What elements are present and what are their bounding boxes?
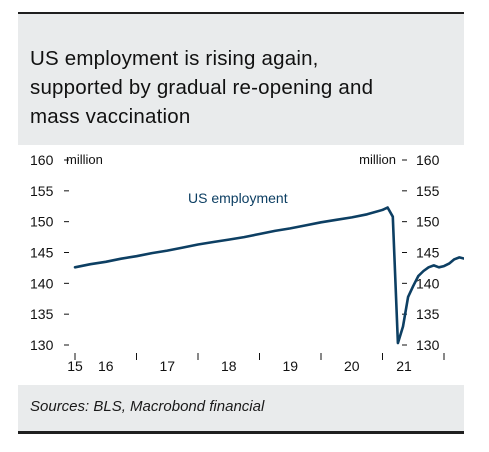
series-label: US employment bbox=[188, 190, 288, 206]
y-tick-label-right-140: 140 bbox=[416, 275, 440, 291]
series-line-us-employment bbox=[73, 206, 464, 345]
top-rule bbox=[18, 12, 464, 14]
bottom-rule bbox=[18, 431, 464, 434]
x-tick-label-16: 16 bbox=[98, 358, 114, 374]
source-note: Sources: BLS, Macrobond financial bbox=[30, 398, 265, 415]
title-line-3: mass vaccination bbox=[30, 105, 191, 128]
title-line-2: supported by gradual re-opening and bbox=[30, 76, 374, 99]
employment-chart: million million 130 130 135 135 140 140 145 145 15… bbox=[30, 152, 464, 374]
left-unit-label: million bbox=[66, 152, 103, 167]
right-unit-label: million bbox=[359, 152, 396, 167]
chart-area: million million 130 130 135 135 140 140 145 145 15… bbox=[18, 145, 464, 385]
y-tick-label-right-135: 135 bbox=[416, 306, 440, 322]
x-tick-label-20: 20 bbox=[344, 358, 360, 374]
x-tick-label-15: 15 bbox=[67, 358, 83, 374]
title-line-1: US employment is rising again, bbox=[30, 47, 319, 70]
y-tick-label-left-160: 160 bbox=[30, 152, 54, 168]
x-tick-label-19: 19 bbox=[282, 358, 298, 374]
y-tick-label-right-145: 145 bbox=[416, 245, 440, 261]
y-tick-label-left-155: 155 bbox=[30, 183, 54, 199]
y-tick-label-right-150: 150 bbox=[416, 214, 440, 230]
y-tick-label-right-160: 160 bbox=[416, 152, 440, 168]
x-tick-label-17: 17 bbox=[159, 358, 175, 374]
y-tick-label-left-150: 150 bbox=[30, 214, 54, 230]
y-tick-label-left-135: 135 bbox=[30, 306, 54, 322]
y-tick-label-right-155: 155 bbox=[416, 183, 440, 199]
y-tick-label-left-130: 130 bbox=[30, 337, 54, 353]
chart-title: US employment is rising again, supported… bbox=[30, 44, 455, 131]
x-tick-label-18: 18 bbox=[221, 358, 237, 374]
y-tick-label-left-145: 145 bbox=[30, 245, 54, 261]
y-tick-label-right-130: 130 bbox=[416, 337, 440, 353]
y-tick-label-left-140: 140 bbox=[30, 275, 54, 291]
x-tick-label-21: 21 bbox=[396, 358, 412, 374]
